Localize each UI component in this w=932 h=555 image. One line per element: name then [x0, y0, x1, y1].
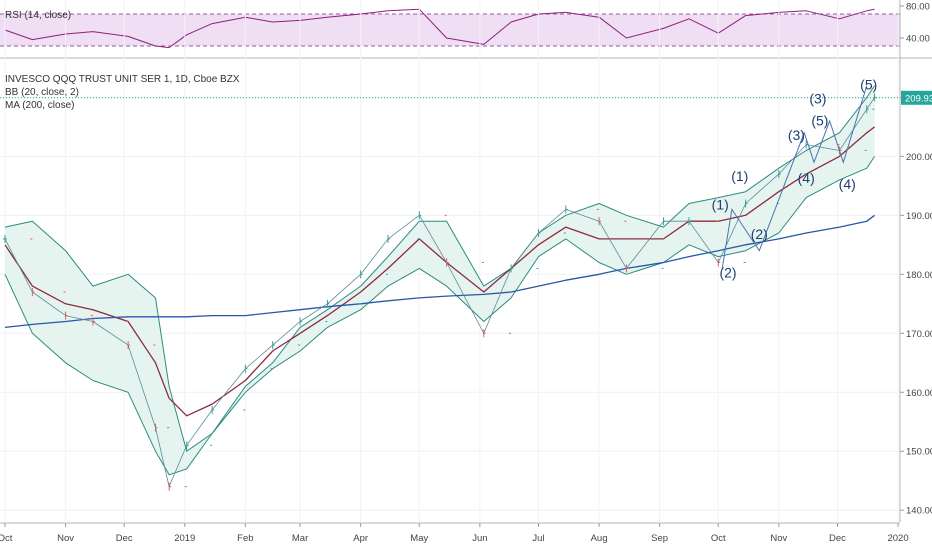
wave-label-4a[interactable]: (4): [798, 170, 815, 186]
y-tick-label: 140.00: [906, 506, 932, 517]
rsi-tick-label: 80.00: [906, 2, 930, 13]
y-tick-label: 160.00: [906, 388, 932, 399]
wave-label-3a[interactable]: (3): [788, 127, 805, 143]
wave-label-1a[interactable]: (1): [712, 196, 729, 212]
wave-label-2a[interactable]: (2): [719, 264, 736, 280]
symbol-title: INVESCO QQQ TRUST UNIT SER 1, 1D, Cboe B…: [5, 73, 240, 86]
x-tick-label: Feb: [237, 533, 253, 544]
wave-label-4b[interactable]: (4): [839, 176, 856, 192]
y-tick-label: 150.00: [906, 447, 932, 458]
wave-label-2b[interactable]: (2): [751, 226, 768, 242]
bb-legend: BB (20, close, 2): [5, 86, 240, 99]
main-legend: INVESCO QQQ TRUST UNIT SER 1, 1D, Cboe B…: [5, 73, 240, 112]
x-tick-label: 2019: [174, 533, 195, 544]
x-tick-label: Dec: [829, 533, 846, 544]
y-tick-label: 170.00: [906, 329, 932, 340]
wave-label-1b[interactable]: (1): [731, 168, 748, 184]
x-tick-label: Nov: [770, 533, 787, 544]
x-tick-label: Nov: [57, 533, 74, 544]
x-tick-label: Sep: [651, 533, 668, 544]
x-tick-label: Dec: [116, 533, 133, 544]
x-tick-label: Oct: [711, 533, 726, 544]
last-price-label: 209.93: [905, 93, 932, 104]
wave-label-5b[interactable]: (5): [860, 77, 877, 93]
x-tick-label: Mar: [292, 533, 308, 544]
x-tick-label: Jun: [472, 533, 487, 544]
rsi-band: [0, 14, 900, 46]
wave-label-5a[interactable]: (5): [811, 113, 828, 129]
x-tick-label: Jul: [532, 533, 544, 544]
rsi-panel[interactable]: [0, 9, 900, 47]
y-tick-label: 180.00: [906, 270, 932, 281]
x-tick-label: Oct: [0, 533, 13, 544]
wave-label-3b[interactable]: (3): [809, 90, 826, 106]
x-tick-label: 2020: [887, 533, 908, 544]
x-tick-label: May: [410, 533, 428, 544]
x-tick-label: Apr: [353, 533, 368, 544]
y-tick-label: 190.00: [906, 211, 932, 222]
ma-legend: MA (200, close): [5, 99, 240, 112]
y-tick-label: 200.00: [906, 152, 932, 163]
rsi-legend: RSI (14, close): [5, 9, 71, 22]
rsi-tick-label: 40.00: [906, 34, 930, 45]
x-tick-label: Aug: [591, 533, 608, 544]
